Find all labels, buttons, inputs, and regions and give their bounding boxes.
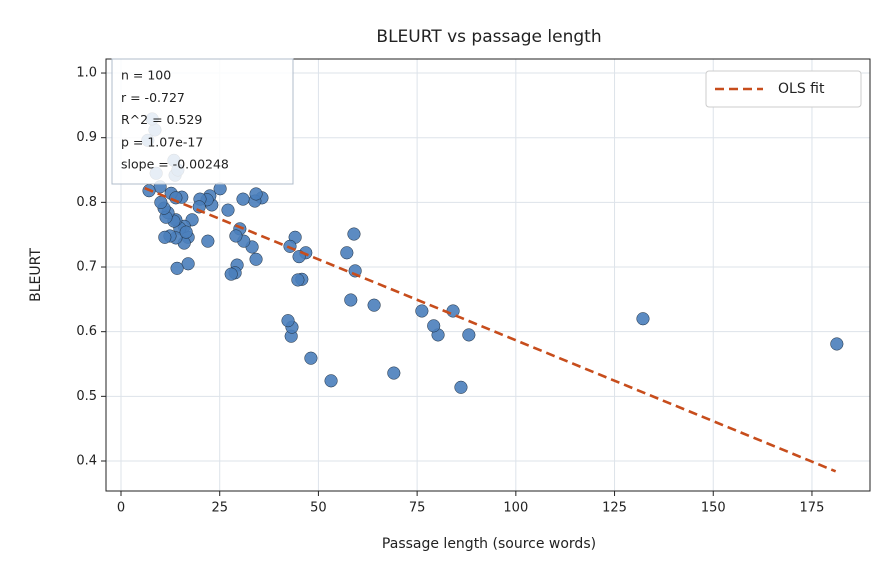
chart-title: BLEURT vs passage length (376, 27, 601, 47)
stats-line: slope = -0.00248 (121, 157, 229, 172)
scatter-point (830, 337, 844, 351)
scatter-point (454, 380, 468, 394)
y-axis-label: BLEURT (28, 248, 44, 302)
scatter-point (249, 252, 263, 266)
x-tick-label: 75 (409, 501, 426, 516)
legend-box (705, 70, 862, 108)
y-tick-label: 0.5 (76, 389, 97, 404)
x-tick-label: 150 (701, 501, 726, 516)
scatter-point (347, 227, 361, 241)
scatter-point (387, 366, 401, 380)
x-tick-label: 125 (602, 501, 627, 516)
x-tick-label: 0 (117, 501, 125, 516)
scatter-point (201, 234, 215, 248)
legend-label: OLS fit (778, 81, 825, 97)
scatter-point (415, 304, 429, 318)
stats-line: p = 1.07e-17 (121, 134, 203, 149)
scatter-point (221, 203, 235, 217)
scatter-point (462, 328, 476, 342)
y-tick-label: 0.4 (76, 453, 97, 468)
stats-line: R^2 = 0.529 (121, 112, 202, 127)
scatter-point (249, 187, 263, 201)
scatter-point (427, 319, 441, 333)
x-tick-label: 100 (503, 501, 528, 516)
y-tick-label: 1.0 (76, 66, 97, 81)
y-tick-label: 0.7 (76, 260, 97, 275)
stats-box (111, 58, 294, 185)
y-tick-label: 0.9 (76, 130, 97, 145)
scatter-point (181, 257, 195, 271)
x-tick-label: 175 (800, 501, 825, 516)
scatter-point (304, 351, 318, 365)
stats-line: r = -0.727 (121, 90, 185, 105)
x-axis-label: Passage length (source words) (382, 536, 596, 552)
scatter-point (324, 374, 338, 388)
scatter-point (229, 229, 243, 243)
x-tick-label: 25 (211, 501, 228, 516)
scatter-point (340, 246, 354, 260)
scatter-point (224, 267, 238, 281)
plot-frame (105, 58, 871, 492)
fit-line (144, 186, 837, 473)
stats-line: n = 100 (121, 68, 171, 83)
x-tick-label: 50 (310, 501, 327, 516)
scatter-point (291, 273, 305, 287)
scatter-point (636, 312, 650, 326)
scatter-point (170, 261, 184, 275)
scatter-point (281, 314, 295, 328)
y-tick-label: 0.8 (76, 195, 97, 210)
scatter-point (179, 225, 193, 239)
scatter-point (367, 298, 381, 312)
scatter-point (236, 192, 250, 206)
scatter-point (344, 293, 358, 307)
scatter-point (192, 200, 206, 214)
y-tick-label: 0.6 (76, 324, 97, 339)
scatter-point (158, 230, 172, 244)
